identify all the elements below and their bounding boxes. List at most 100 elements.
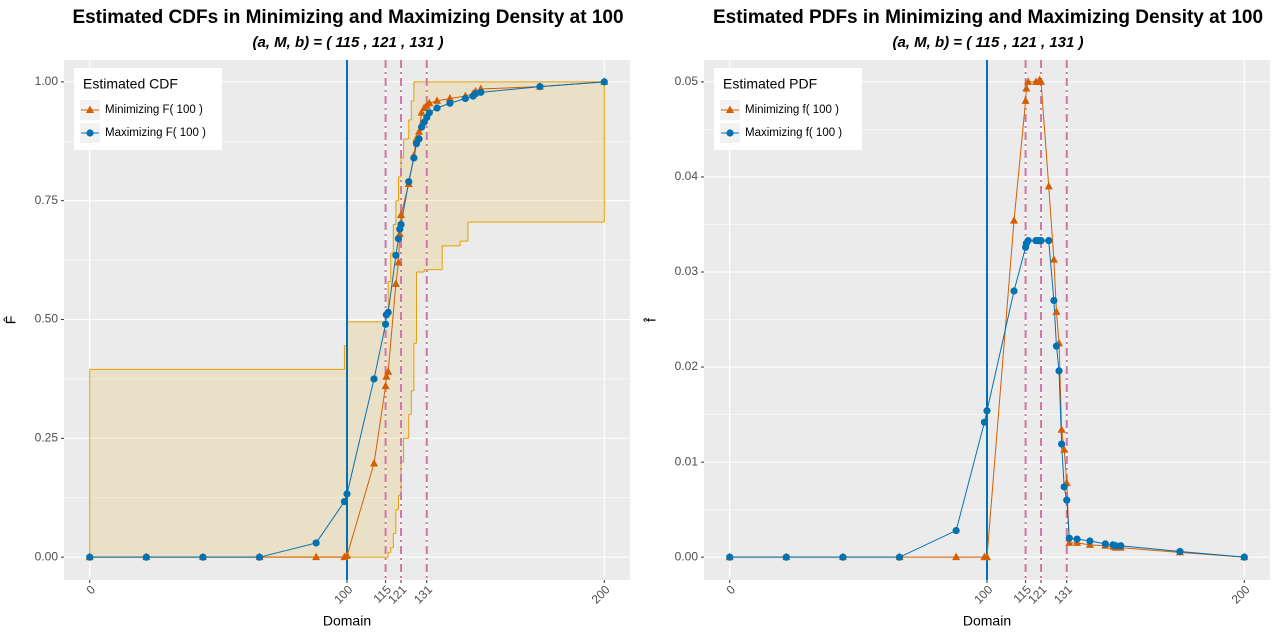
x-tick-label: 200 <box>589 582 613 606</box>
circle-marker <box>1101 540 1109 548</box>
circle-marker <box>782 553 790 561</box>
band-step <box>413 81 417 344</box>
circle-marker <box>433 104 441 112</box>
band-step <box>390 252 394 548</box>
band-step <box>344 345 347 558</box>
circle-marker <box>199 553 207 561</box>
triangle-marker <box>445 94 454 102</box>
circle-marker <box>1060 483 1068 491</box>
band-step <box>416 81 425 272</box>
circle-marker <box>312 539 320 547</box>
y-axis-label: F̂ <box>2 316 18 325</box>
y-tick-label: 0.05 <box>675 74 699 88</box>
circle-marker <box>1063 496 1071 504</box>
legend-marker <box>726 129 734 137</box>
circle-marker <box>410 154 418 162</box>
circle-marker <box>1024 237 1032 245</box>
band-step <box>398 176 402 496</box>
triangle-marker <box>1021 96 1030 104</box>
circle-marker <box>980 418 989 426</box>
circle-marker <box>142 553 150 561</box>
chart-title: Estimated PDFs in Minimizing and Maximiz… <box>713 7 1263 28</box>
triangle-marker <box>425 98 434 107</box>
band-step <box>460 81 468 242</box>
circle-marker <box>1045 237 1053 245</box>
circle-marker <box>446 99 454 107</box>
circle-marker <box>726 553 734 561</box>
y-axis-label: f̂ <box>642 317 658 323</box>
x-axis-label: Domain <box>323 613 371 629</box>
chart-subtitle: (a, M, b) = ( 115 , 121 , 131 ) <box>252 34 443 51</box>
legend-label: Minimizing F( 100 ) <box>105 104 203 116</box>
band-step <box>388 281 391 553</box>
triangle-marker <box>370 459 379 467</box>
circle-marker <box>952 526 960 535</box>
circle-marker <box>381 320 390 328</box>
y-tick-label: 0.25 <box>35 431 59 445</box>
legend-label: Maximizing F( 100 ) <box>105 127 206 139</box>
triangle-marker <box>312 552 321 561</box>
triangle-marker <box>397 210 406 218</box>
band-step <box>442 81 461 246</box>
triangle-marker <box>983 552 991 561</box>
circle-marker <box>1058 440 1066 448</box>
triangle-marker <box>381 381 390 390</box>
circle-marker <box>600 78 608 86</box>
triangle-marker <box>1022 84 1031 92</box>
circle-marker <box>477 88 485 96</box>
triangle-marker <box>952 552 961 561</box>
y-tick-label: 0.50 <box>35 312 59 326</box>
y-tick-label: 0.00 <box>35 549 59 563</box>
triangle-marker <box>343 551 351 559</box>
band-step <box>395 200 399 510</box>
circle-marker <box>394 235 403 243</box>
triangle-marker <box>1049 255 1058 263</box>
y-tick-label: 0.75 <box>35 193 59 207</box>
circle-marker <box>1037 237 1045 245</box>
circle-marker <box>415 135 423 143</box>
circle-marker <box>1086 537 1094 545</box>
triangle-marker <box>1065 538 1074 546</box>
band-step <box>393 224 396 534</box>
chart-title: Estimated CDFs in Minimizing and Maximiz… <box>72 7 623 28</box>
chart-subtitle: (a, M, b) = ( 115 , 121 , 131 ) <box>892 34 1083 51</box>
band-step <box>424 81 443 270</box>
legend-marker <box>86 105 94 113</box>
band-step <box>403 138 409 439</box>
legend-label: Maximizing f( 100 ) <box>745 127 842 139</box>
triangle-marker <box>1010 216 1019 224</box>
y-tick-label: 0.01 <box>675 454 699 468</box>
y-tick-label: 0.00 <box>675 549 699 563</box>
triangle-marker <box>395 229 404 237</box>
legend-marker <box>726 105 734 113</box>
circle-marker <box>340 497 349 506</box>
circle-marker <box>1112 542 1120 550</box>
triangle-marker <box>382 372 391 380</box>
legend-label: Minimizing f( 100 ) <box>745 104 839 116</box>
x-tick-label: 0 <box>83 582 98 597</box>
circle-marker <box>86 553 94 561</box>
circle-marker <box>895 553 904 561</box>
triangle-marker <box>394 257 403 266</box>
legend-marker <box>86 129 94 137</box>
circle-marker <box>983 407 991 415</box>
circle-marker <box>1117 542 1125 550</box>
band-step <box>408 119 412 415</box>
circle-marker <box>461 94 469 103</box>
x-tick-label: 100 <box>971 582 995 606</box>
x-axis-label: Domain <box>963 613 1011 629</box>
circle-marker <box>425 109 433 117</box>
y-tick-label: 1.00 <box>35 74 59 88</box>
circle-marker <box>1073 535 1081 543</box>
circle-marker <box>1240 553 1248 561</box>
circle-marker <box>392 251 400 259</box>
x-tick-label: 100 <box>331 582 355 606</box>
circle-marker <box>839 553 847 561</box>
circle-marker <box>255 553 264 561</box>
band-step <box>467 81 605 223</box>
x-tick-label: 200 <box>1229 582 1253 606</box>
circle-marker <box>405 178 413 186</box>
triangle-marker <box>1037 77 1046 85</box>
circle-marker <box>1065 534 1073 542</box>
